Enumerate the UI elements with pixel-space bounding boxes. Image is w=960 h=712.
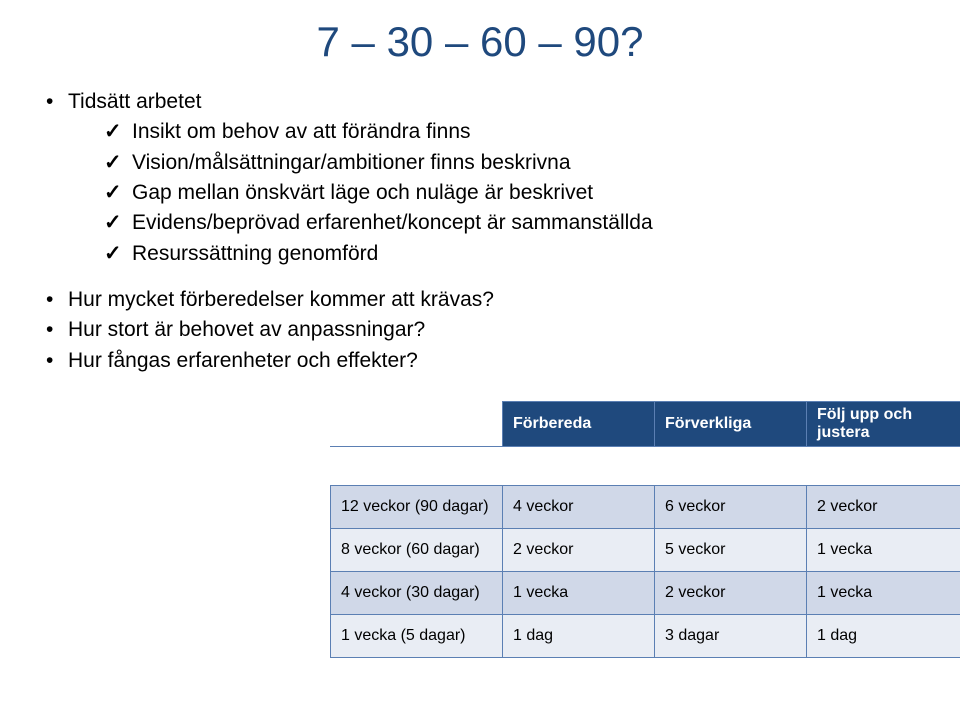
list-item: Tidsätt arbetet Insikt om behov av att f… xyxy=(40,88,920,268)
list-item-label: Hur mycket förberedelser kommer att kräv… xyxy=(68,288,494,311)
check-item: Gap mellan önskvärt läge och nuläge är b… xyxy=(104,179,920,207)
table-cell: 4 veckor xyxy=(503,486,655,529)
check-item: Resurssättning genomförd xyxy=(104,240,920,268)
check-item-label: Insikt om behov av att förändra finns xyxy=(132,120,471,143)
table-row: 1 vecka (5 dagar) 1 dag 3 dagar 1 dag xyxy=(331,615,960,658)
check-list: Insikt om behov av att förändra finns Vi… xyxy=(104,118,920,268)
slide: 7 – 30 – 60 – 90? Tidsätt arbetet Insikt… xyxy=(0,0,960,712)
check-item-label: Gap mellan önskvärt läge och nuläge är b… xyxy=(132,181,593,204)
table-cell: 1 vecka xyxy=(807,572,960,615)
question-list: Hur mycket förberedelser kommer att kräv… xyxy=(40,286,920,375)
table-spacer-cell xyxy=(331,447,960,486)
table-cell: 4 veckor (30 dagar) xyxy=(331,572,503,615)
table-cell: 5 veckor xyxy=(655,529,807,572)
page-title: 7 – 30 – 60 – 90? xyxy=(40,18,920,66)
table-cell: 2 veckor xyxy=(807,486,960,529)
table-cell: 3 dagar xyxy=(655,615,807,658)
schedule-table-wrap: Förbereda Förverkliga Följ upp och juste… xyxy=(330,401,958,658)
table-spacer-row xyxy=(331,447,960,486)
list-item: Hur mycket förberedelser kommer att kräv… xyxy=(40,286,920,314)
list-item: Hur fångas erfarenheter och effekter? xyxy=(40,347,920,375)
table-row: 8 veckor (60 dagar) 2 veckor 5 veckor 1 … xyxy=(331,529,960,572)
table-cell: 8 veckor (60 dagar) xyxy=(331,529,503,572)
table-cell: 1 vecka xyxy=(807,529,960,572)
table-cell: 6 veckor xyxy=(655,486,807,529)
table-header-row: Förbereda Förverkliga Följ upp och juste… xyxy=(331,402,960,447)
table-cell: 1 dag xyxy=(503,615,655,658)
table-cell: 12 veckor (90 dagar) xyxy=(331,486,503,529)
table-header-cell: Följ upp och justera xyxy=(807,402,960,447)
table-cell: 2 veckor xyxy=(655,572,807,615)
table-row: 4 veckor (30 dagar) 1 vecka 2 veckor 1 v… xyxy=(331,572,960,615)
table-row: 12 veckor (90 dagar) 4 veckor 6 veckor 2… xyxy=(331,486,960,529)
list-item-label: Tidsätt arbetet xyxy=(68,90,201,113)
table-cell: 1 vecka xyxy=(503,572,655,615)
check-item-label: Evidens/beprövad erfarenhet/koncept är s… xyxy=(132,211,653,234)
list-item-label: Hur stort är behovet av anpassningar? xyxy=(68,318,425,341)
check-item-label: Vision/målsättningar/ambitioner finns be… xyxy=(132,151,571,174)
table-header-cell-empty xyxy=(331,402,503,447)
table-cell: 1 dag xyxy=(807,615,960,658)
table-cell: 2 veckor xyxy=(503,529,655,572)
check-item-label: Resurssättning genomförd xyxy=(132,242,378,265)
table-cell: 1 vecka (5 dagar) xyxy=(331,615,503,658)
check-item: Evidens/beprövad erfarenhet/koncept är s… xyxy=(104,209,920,237)
list-item-label: Hur fångas erfarenheter och effekter? xyxy=(68,349,418,372)
table-header-cell: Förbereda xyxy=(503,402,655,447)
check-item: Insikt om behov av att förändra finns xyxy=(104,118,920,146)
schedule-table: Förbereda Förverkliga Följ upp och juste… xyxy=(330,401,960,658)
check-item: Vision/målsättningar/ambitioner finns be… xyxy=(104,149,920,177)
list-item: Hur stort är behovet av anpassningar? xyxy=(40,316,920,344)
main-list: Tidsätt arbetet Insikt om behov av att f… xyxy=(40,88,920,268)
table-header-cell: Förverkliga xyxy=(655,402,807,447)
